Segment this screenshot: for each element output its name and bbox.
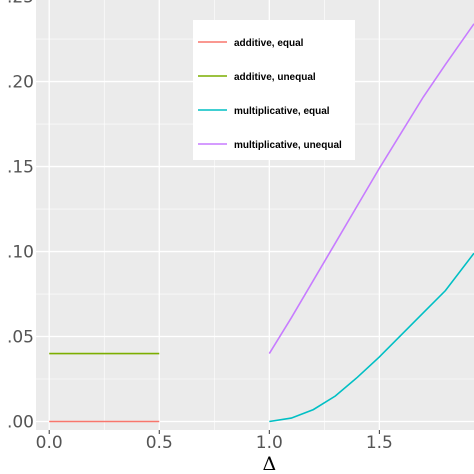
y-tick-label: .20: [7, 73, 34, 93]
legend-label-multiplicative-unequal: multiplicative, unequal: [234, 140, 342, 151]
legend-label-multiplicative-equal: multiplicative, equal: [234, 106, 330, 117]
y-tick-label: .00: [7, 413, 34, 433]
x-axis-tick-labels: 0.0 0.5 1.0 1.5: [36, 430, 393, 453]
series-line-multiplicative-unequal: [268, 23, 474, 354]
x-tick-label: 0.5: [146, 433, 173, 453]
legend-label-additive-unequal: additive, unequal: [234, 72, 316, 83]
x-tick-label: 0.0: [36, 433, 63, 453]
y-tick-label: .25: [7, 0, 34, 8]
y-axis-tick-labels: .00 .05 .10 .15 .20 .25: [7, 0, 34, 433]
y-tick-label: .10: [7, 243, 34, 263]
y-tick-label: .05: [7, 328, 34, 348]
series-lines: [49, 23, 474, 423]
legend-label-additive-equal: additive, equal: [234, 38, 304, 49]
legend-box: [193, 20, 355, 160]
y-tick-label: .15: [7, 158, 34, 178]
legend: additive, equal additive, unequal multipli…: [193, 20, 355, 160]
x-tick-label: 1.0: [256, 433, 283, 453]
series-line-multiplicative-equal: [269, 252, 474, 423]
x-tick-label: 1.5: [366, 433, 393, 453]
x-axis-title: Δ: [262, 453, 276, 474]
